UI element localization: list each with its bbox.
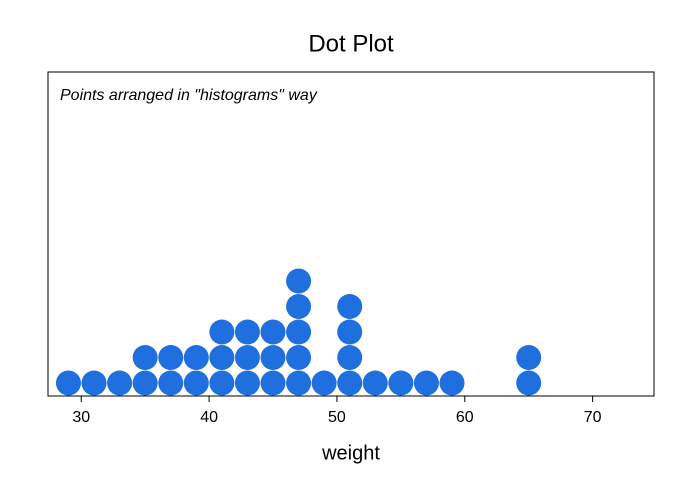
dot — [286, 294, 312, 319]
dot — [413, 370, 439, 396]
dot — [388, 370, 414, 396]
dot — [183, 345, 209, 370]
dot — [337, 370, 363, 396]
x-tick-label: 30 — [72, 409, 90, 426]
plot-frame — [47, 71, 655, 397]
dot — [209, 319, 235, 345]
dot — [132, 370, 158, 396]
dot — [516, 345, 542, 370]
dot — [234, 345, 260, 370]
dot — [337, 319, 363, 345]
dot — [81, 370, 107, 396]
x-axis-label: weight — [321, 442, 380, 464]
dot — [158, 370, 184, 396]
x-tick-label: 50 — [328, 409, 346, 426]
dot — [337, 345, 363, 370]
dot — [286, 345, 312, 370]
dot — [107, 370, 133, 396]
chart-title: Dot Plot — [308, 30, 394, 57]
annotation: Points arranged in "histograms" way — [60, 87, 318, 104]
x-tick-label: 70 — [584, 409, 602, 426]
dot — [209, 345, 235, 370]
dot — [260, 370, 286, 396]
dot — [337, 294, 363, 319]
dot — [183, 370, 209, 396]
x-tick-label: 40 — [200, 409, 218, 426]
dot — [516, 370, 542, 396]
dot — [234, 319, 260, 345]
dot — [55, 370, 81, 396]
dot — [158, 345, 184, 370]
dot — [234, 370, 260, 396]
dot — [286, 319, 312, 345]
dot — [260, 345, 286, 370]
dot — [362, 370, 388, 396]
dot — [439, 370, 465, 396]
dot — [260, 319, 286, 345]
dot — [209, 370, 235, 396]
dot — [286, 370, 312, 396]
dot — [286, 268, 312, 294]
x-tick-label: 60 — [456, 409, 474, 426]
dot — [132, 345, 158, 370]
dot — [311, 370, 337, 396]
